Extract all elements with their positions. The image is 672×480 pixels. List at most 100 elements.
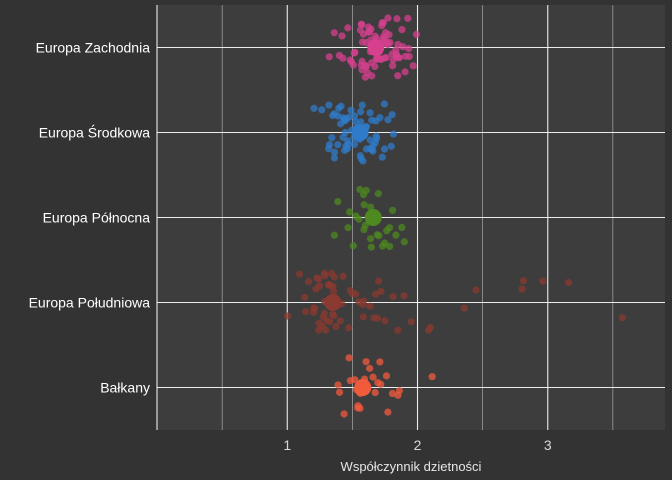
data-point: [539, 277, 547, 285]
x-tick-label: 3: [544, 437, 552, 453]
data-point: [392, 231, 400, 239]
data-point: [405, 44, 413, 53]
data-point: [358, 38, 367, 46]
data-point: [359, 301, 367, 309]
data-point: [388, 111, 396, 119]
data-point: [356, 152, 364, 160]
data-point: [357, 118, 365, 126]
data-point: [330, 110, 338, 118]
data-point: [361, 73, 369, 81]
data-point: [384, 408, 392, 416]
data-point: [314, 326, 323, 334]
data-point: [283, 312, 292, 320]
data-point: [324, 281, 332, 289]
data-point: [329, 287, 338, 295]
data-point: [311, 304, 319, 313]
data-point: [371, 63, 379, 71]
data-point: [381, 34, 389, 42]
data-point: [369, 147, 377, 155]
data-point: [346, 208, 354, 216]
data-point: [395, 387, 404, 395]
data-point: [358, 101, 366, 109]
x-tick-label: 1: [283, 437, 291, 453]
data-point: [357, 108, 365, 116]
data-point: [350, 49, 358, 57]
x-axis-title: Współczynnik dzietności: [341, 459, 482, 474]
data-point: [401, 68, 409, 76]
group-mean-point: [354, 379, 372, 396]
data-point: [381, 239, 389, 247]
data-point: [376, 114, 384, 122]
data-point: [310, 104, 318, 112]
data-point: [315, 275, 323, 283]
data-point: [344, 24, 352, 32]
data-point: [340, 410, 348, 418]
group-mean-point: [351, 124, 369, 141]
data-point: [301, 293, 309, 301]
data-point: [373, 231, 381, 239]
data-point: [401, 52, 410, 60]
data-point: [337, 102, 345, 110]
data-point: [388, 50, 396, 58]
data-point: [380, 145, 389, 153]
data-point: [356, 185, 364, 194]
data-point: [359, 313, 367, 321]
data-point: [362, 358, 370, 366]
data-point: [330, 29, 338, 37]
data-point: [351, 376, 359, 384]
data-point: [398, 25, 406, 34]
data-point: [330, 154, 339, 162]
data-point: [381, 317, 389, 325]
data-point: [318, 106, 326, 114]
data-point: [325, 101, 333, 109]
data-point: [366, 109, 374, 117]
data-point: [366, 364, 374, 372]
data-point: [349, 242, 357, 250]
data-point: [339, 272, 347, 280]
data-point: [334, 381, 342, 389]
data-point: [330, 273, 338, 281]
data-point: [315, 282, 324, 290]
data-point: [366, 235, 375, 243]
data-point: [355, 215, 363, 223]
group-mean-point: [364, 209, 382, 226]
data-point: [345, 324, 353, 332]
category-label: Europa Zachodnia: [36, 40, 151, 56]
data-point: [322, 326, 330, 334]
data-point: [359, 157, 367, 165]
data-point: [377, 287, 385, 296]
data-point: [386, 242, 394, 251]
data-point: [341, 146, 349, 155]
data-point: [388, 389, 397, 398]
data-point: [323, 316, 331, 325]
category-label: Europa Południowa: [29, 295, 151, 311]
data-point: [389, 206, 397, 214]
data-point: [519, 276, 528, 285]
category-label: Bałkany: [100, 380, 150, 396]
data-point: [409, 62, 417, 70]
data-point: [360, 191, 368, 199]
data-point: [325, 53, 333, 61]
data-point: [393, 15, 401, 23]
data-point: [352, 118, 360, 126]
data-point: [381, 54, 389, 62]
data-point: [369, 373, 377, 381]
data-point: [376, 358, 384, 366]
category-label: Europa Środkowa: [39, 124, 151, 141]
data-point: [367, 243, 376, 251]
data-point: [384, 116, 392, 124]
data-point: [371, 388, 379, 397]
data-point: [346, 286, 354, 295]
grid-lines: [156, 5, 665, 430]
data-point: [377, 380, 385, 388]
data-point: [382, 372, 391, 380]
data-point: [399, 43, 407, 51]
data-point: [345, 354, 353, 362]
data-point: [339, 54, 347, 62]
data-point: [345, 113, 353, 121]
data-point: [618, 314, 626, 322]
data-point: [350, 112, 359, 120]
data-point: [375, 277, 383, 285]
data-point: [334, 141, 342, 149]
